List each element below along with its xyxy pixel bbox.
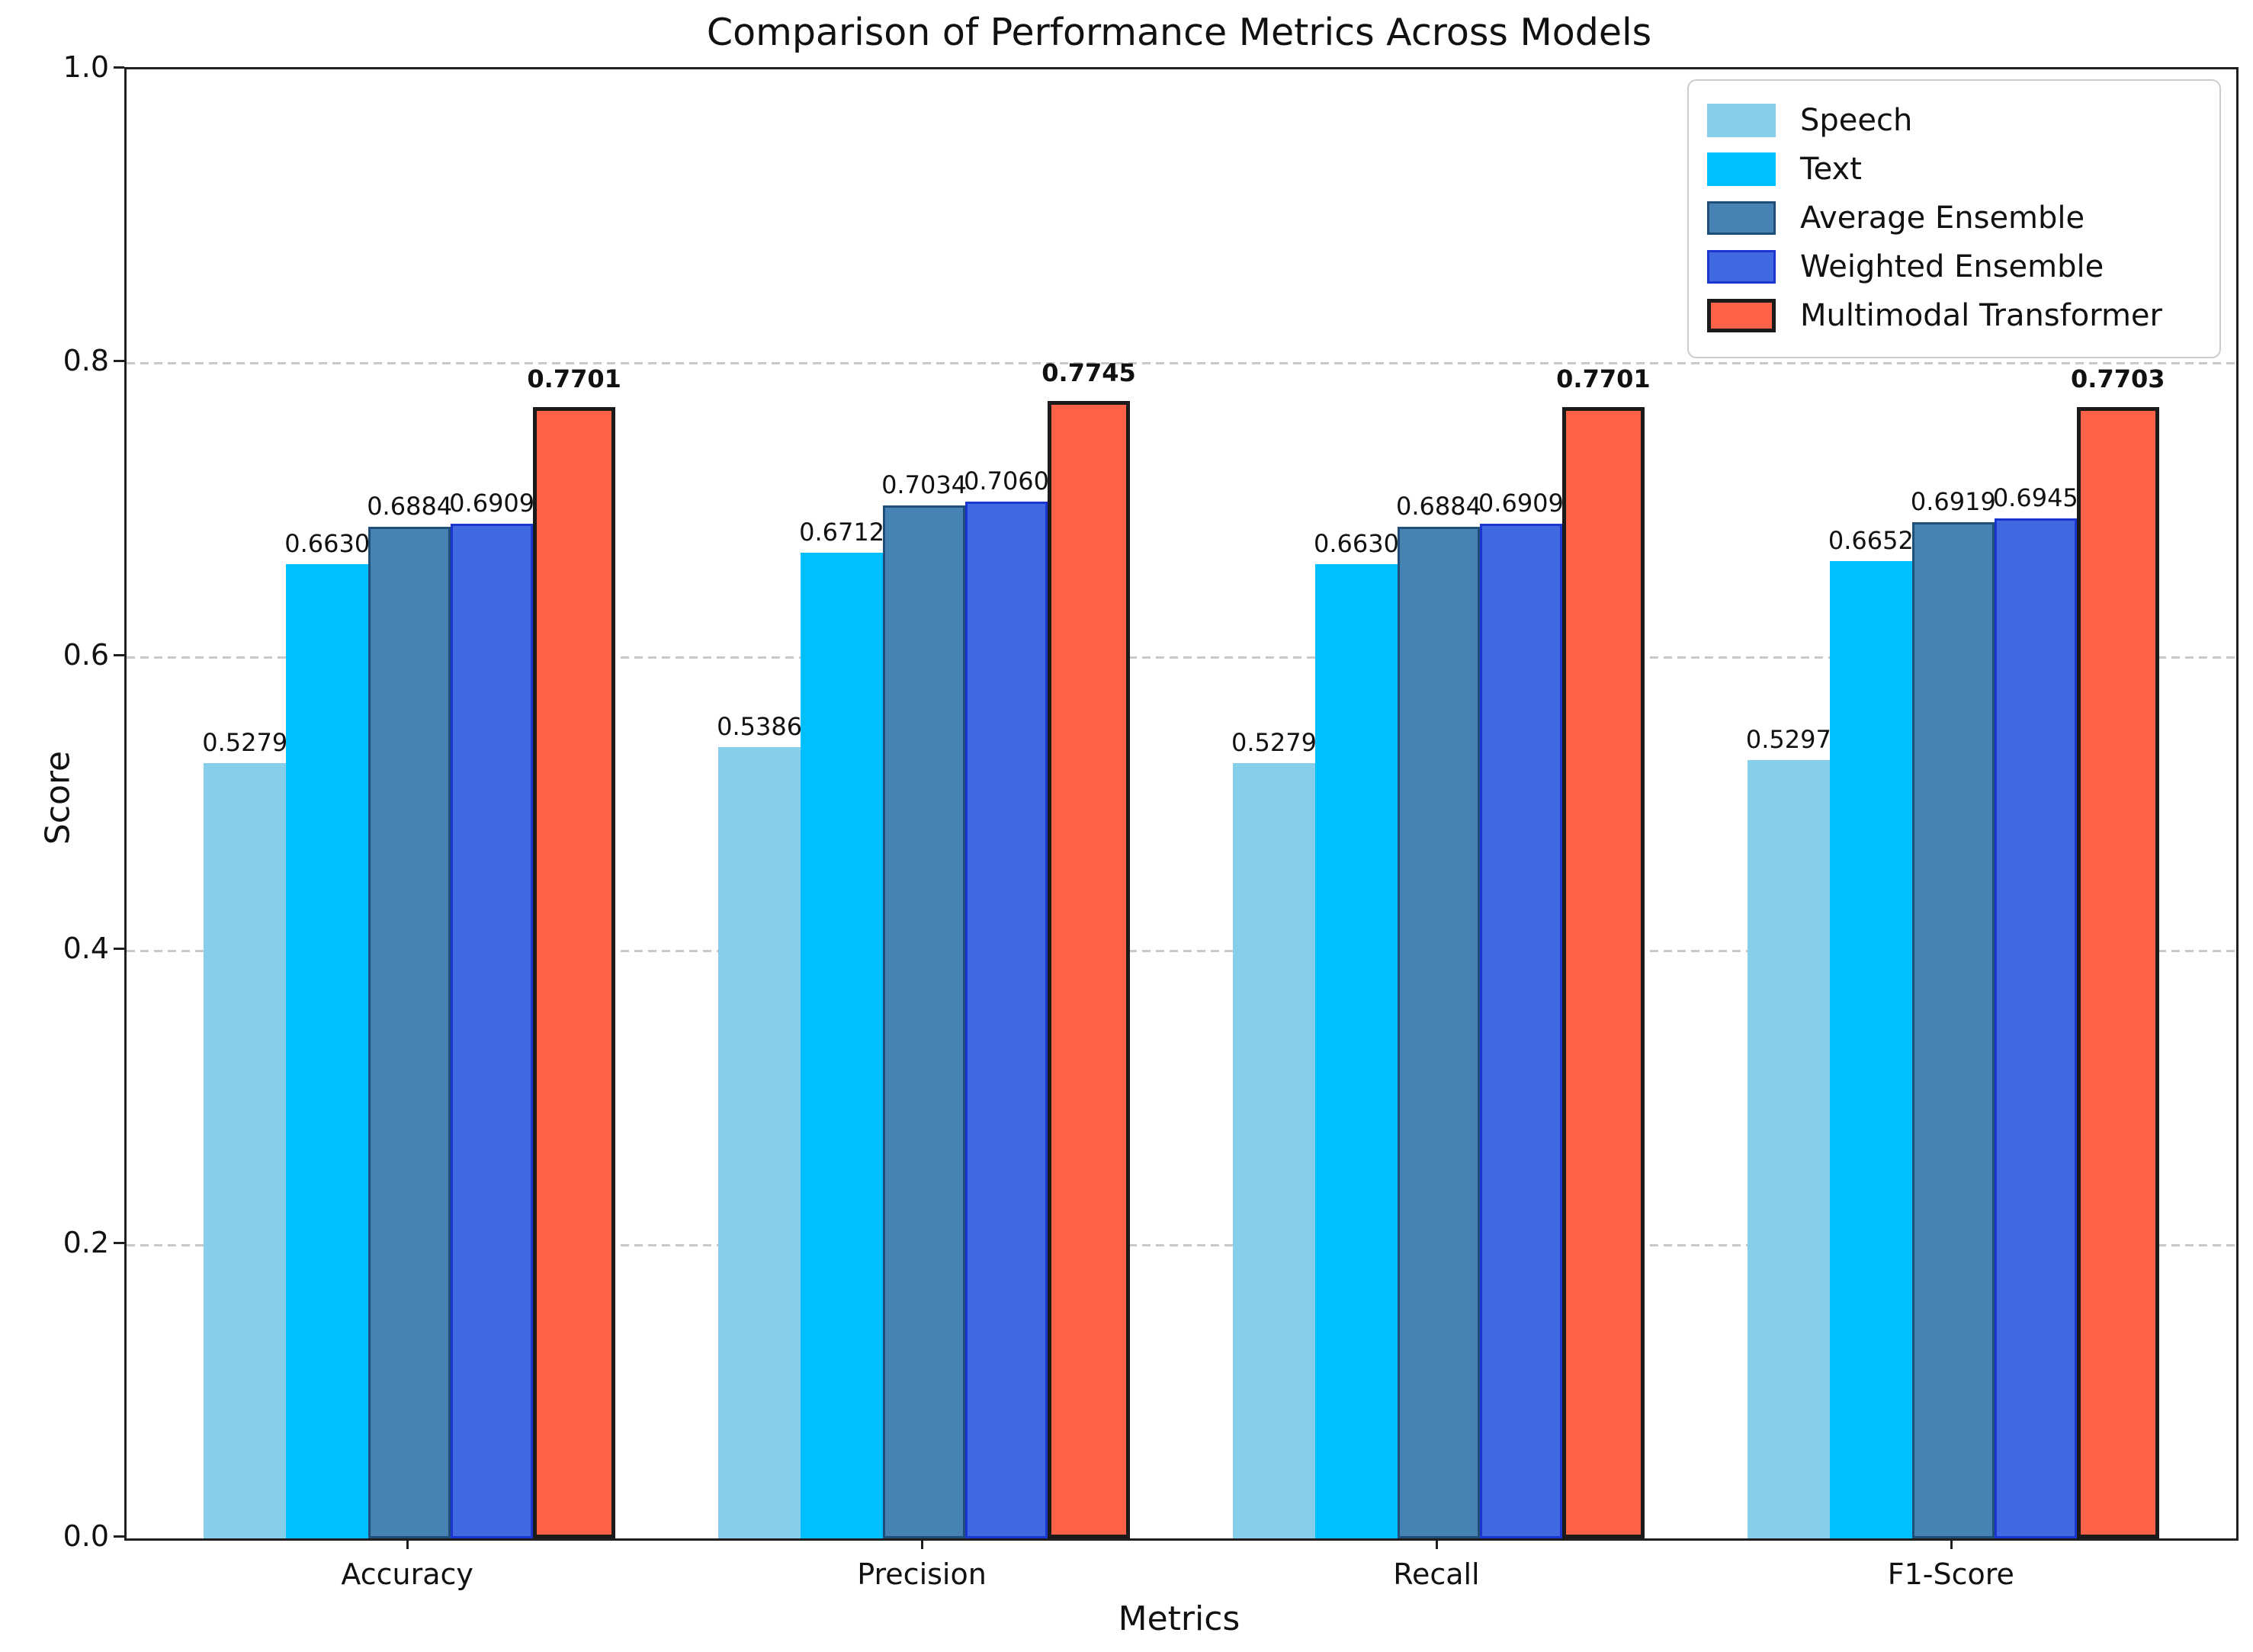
bar-speech: [1232, 762, 1315, 1538]
bar-value-label: 0.7034: [881, 470, 968, 499]
bar-value-label: 0.7701: [527, 364, 621, 394]
bar-multimodal-transformer: [2076, 406, 2159, 1538]
y-tick-label: 0.6: [63, 637, 109, 672]
x-tick-label: Recall: [1393, 1557, 1480, 1591]
legend-swatch-icon: [1707, 104, 1776, 137]
x-tick-mark: [406, 1538, 409, 1549]
legend-label: Weighted Ensemble: [1800, 249, 2104, 284]
bar-value-label: 0.5279: [202, 727, 288, 757]
bar-text: [1829, 561, 1912, 1538]
legend: Speech Text Average Ensemble Weighted Ensem…: [1687, 79, 2221, 358]
legend-label: Multimodal Transformer: [1800, 298, 2162, 333]
y-tick-mark: [114, 948, 124, 951]
gridline: [127, 656, 2236, 659]
bar-value-label: 0.7745: [1041, 358, 1136, 387]
bar-value-label: 0.6945: [1992, 483, 2078, 512]
legend-swatch-icon: [1707, 250, 1776, 284]
y-tick-label: 0.4: [63, 932, 109, 966]
y-tick-mark: [114, 1241, 124, 1244]
bar-average-ensemble: [1911, 521, 1995, 1538]
bar-weighted-ensemble: [1994, 518, 2077, 1538]
bar-text: [286, 564, 369, 1538]
bar-value-label: 0.7703: [2071, 364, 2165, 393]
bar-value-label: 0.6884: [1395, 492, 1481, 521]
bar-multimodal-transformer: [533, 407, 616, 1538]
y-tick-mark: [114, 1535, 124, 1538]
legend-item-average-ensemble: Average Ensemble: [1707, 194, 2201, 242]
gridline: [127, 362, 2236, 365]
bar-speech: [1747, 760, 1830, 1538]
legend-label: Text: [1800, 152, 1862, 187]
bar-value-label: 0.6919: [1910, 486, 1996, 516]
chart-title: Comparison of Performance Metrics Across…: [706, 11, 1652, 54]
bar-multimodal-transformer: [1561, 407, 1645, 1538]
legend-item-multimodal-transformer: Multimodal Transformer: [1707, 291, 2201, 340]
bar-speech: [718, 747, 801, 1538]
bar-value-label: 0.7701: [1556, 364, 1651, 394]
x-tick-label: F1-Score: [1887, 1557, 2014, 1591]
legend-swatch-icon: [1707, 201, 1776, 235]
y-tick-label: 0.8: [63, 344, 109, 378]
gridline: [127, 950, 2236, 953]
x-tick-mark: [921, 1538, 924, 1549]
bar-value-label: 0.5297: [1745, 725, 1831, 755]
legend-item-speech: Speech: [1707, 96, 2201, 145]
legend-item-text: Text: [1707, 145, 2201, 194]
x-tick-label: Precision: [857, 1557, 987, 1591]
y-tick-mark: [114, 653, 124, 656]
bar-value-label: 0.6909: [449, 488, 535, 518]
bar-average-ensemble: [368, 527, 451, 1538]
bar-weighted-ensemble: [1479, 523, 1562, 1538]
legend-item-weighted-ensemble: Weighted Ensemble: [1707, 242, 2201, 291]
x-axis-label: Metrics: [1118, 1599, 1240, 1638]
y-axis-label: Score: [38, 750, 78, 845]
bar-value-label: 0.5279: [1231, 727, 1317, 757]
y-tick-label: 0.0: [63, 1519, 109, 1553]
plot-area: 0.5279 0.5386 0.5279 0.5297 0.6630 0.6712 0.66…: [124, 67, 2239, 1541]
bar-text: [1314, 564, 1398, 1538]
legend-swatch-icon: [1707, 299, 1776, 332]
legend-swatch-icon: [1707, 152, 1776, 186]
legend-label: Speech: [1800, 103, 1913, 138]
legend-label: Average Ensemble: [1800, 200, 2085, 236]
y-tick-mark: [114, 360, 124, 363]
bar-weighted-ensemble: [451, 523, 534, 1538]
bar-weighted-ensemble: [965, 501, 1048, 1538]
bar-text: [801, 552, 884, 1538]
x-tick-label: Accuracy: [341, 1557, 473, 1591]
bar-value-label: 0.6630: [284, 529, 371, 559]
bar-average-ensemble: [1397, 527, 1480, 1538]
bar-value-label: 0.6630: [1313, 529, 1399, 559]
bar-value-label: 0.6884: [367, 492, 453, 521]
x-tick-mark: [1435, 1538, 1438, 1549]
gridline: [127, 1243, 2236, 1246]
bar-value-label: 0.6909: [1478, 488, 1564, 518]
y-tick-label: 1.0: [63, 50, 109, 84]
bar-value-label: 0.7060: [964, 466, 1050, 496]
bar-multimodal-transformer: [1048, 400, 1130, 1538]
bar-speech: [204, 762, 287, 1538]
bar-value-label: 0.6652: [1828, 526, 1914, 556]
bar-average-ensemble: [883, 505, 966, 1538]
y-tick-mark: [114, 66, 124, 69]
bar-value-label: 0.5386: [717, 712, 803, 742]
y-tick-label: 0.2: [63, 1225, 109, 1259]
bar-value-label: 0.6712: [799, 517, 885, 547]
x-tick-mark: [1950, 1538, 1953, 1549]
